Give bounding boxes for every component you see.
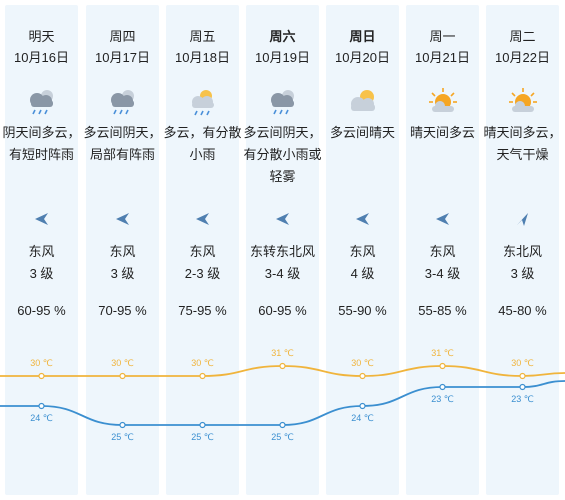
humidity-text: 45-80 % — [498, 303, 547, 318]
wind-level-text: 3-4 级 — [424, 266, 461, 281]
forecast-day-column: 明天 10月16日 阴天间多云，有短时阵雨 东风 3 级 60-95 % — [2, 5, 81, 495]
forecast-day-column: 周二 10月22日 晴天间多云，天气干燥 东北风 3 级 45-80 % — [483, 5, 562, 495]
weather-description: 多云间晴天 — [329, 125, 395, 140]
wind-direction-arrow-icon — [193, 209, 213, 229]
humidity-text: 75-95 % — [178, 303, 227, 318]
cloudy-rain-icon — [106, 87, 140, 117]
wind-direction-text: 东转东北风 — [249, 244, 315, 259]
wind-direction-arrow-icon — [113, 209, 133, 229]
wind-level-text: 3 级 — [510, 266, 535, 281]
wind-direction-text: 东风 — [28, 244, 55, 259]
humidity-text: 60-95 % — [258, 303, 307, 318]
wind-direction-arrow-icon — [513, 209, 533, 229]
date-label: 10月21日 — [415, 50, 470, 65]
forecast-day-column: 周五 10月18日 多云，有分散小雨 东风 2-3 级 75-95 % — [163, 5, 242, 495]
wind-level-text: 3 级 — [110, 266, 135, 281]
date-label: 10月18日 — [175, 50, 230, 65]
wind-direction-arrow-icon — [433, 209, 453, 229]
day-name: 周六 — [269, 29, 296, 44]
date-label: 10月19日 — [255, 50, 310, 65]
weather-description: 多云，有分散小雨 — [163, 125, 242, 162]
wind-level-text: 2-3 级 — [184, 266, 221, 281]
forecast-day-column: 周一 10月21日 晴天间多云 东风 3-4 级 55-85 % — [406, 5, 479, 495]
humidity-text: 70-95 % — [98, 303, 147, 318]
weather-description: 多云间阴天，有分散小雨或轻雾 — [243, 125, 322, 184]
wind-direction-arrow-icon — [353, 209, 373, 229]
wind-direction-arrow-icon — [32, 209, 52, 229]
sun-behind-cloud-icon — [506, 87, 540, 117]
sun-behind-cloud-icon — [426, 87, 460, 117]
day-name: 周四 — [109, 29, 136, 44]
weather-description: 阴天间多云，有短时阵雨 — [2, 125, 81, 162]
forecast-day-column: 周四 10月17日 多云间阴天，局部有阵雨 东风 3 级 70-95 % — [83, 5, 162, 495]
sun-cloud-rain-icon — [186, 87, 220, 117]
humidity-text: 55-90 % — [338, 303, 387, 318]
wind-level-text: 3 级 — [29, 266, 54, 281]
date-label: 10月22日 — [495, 50, 550, 65]
weather-description: 多云间阴天，局部有阵雨 — [83, 125, 162, 162]
wind-direction-arrow-icon — [273, 209, 293, 229]
day-name: 周二 — [509, 29, 536, 44]
wind-direction-text: 东北风 — [502, 244, 542, 259]
day-name: 周日 — [349, 29, 376, 44]
cloudy-rain-icon — [25, 87, 59, 117]
day-name: 周一 — [429, 29, 456, 44]
day-name: 周五 — [189, 29, 216, 44]
forecast-day-column: 周日 10月20日 多云间晴天 东风 4 级 55-90 % — [326, 5, 399, 495]
date-label: 10月16日 — [14, 50, 69, 65]
wind-level-text: 4 级 — [350, 266, 375, 281]
weather-description: 晴天间多云 — [409, 125, 475, 140]
sun-cloud-icon — [346, 87, 380, 117]
humidity-text: 55-85 % — [418, 303, 467, 318]
wind-direction-text: 东风 — [109, 244, 136, 259]
date-label: 10月20日 — [335, 50, 390, 65]
wind-level-text: 3-4 级 — [264, 266, 301, 281]
humidity-text: 60-95 % — [17, 303, 66, 318]
forecast-day-column: 周六 10月19日 多云间阴天，有分散小雨或轻雾 东转东北风 3-4 级 60-… — [243, 5, 322, 495]
wind-direction-text: 东风 — [429, 244, 456, 259]
wind-direction-text: 东风 — [189, 244, 216, 259]
date-label: 10月17日 — [95, 50, 150, 65]
day-name: 明天 — [28, 29, 55, 44]
cloudy-rain-icon — [266, 87, 300, 117]
weather-description: 晴天间多云，天气干燥 — [483, 125, 562, 162]
wind-direction-text: 东风 — [349, 244, 376, 259]
